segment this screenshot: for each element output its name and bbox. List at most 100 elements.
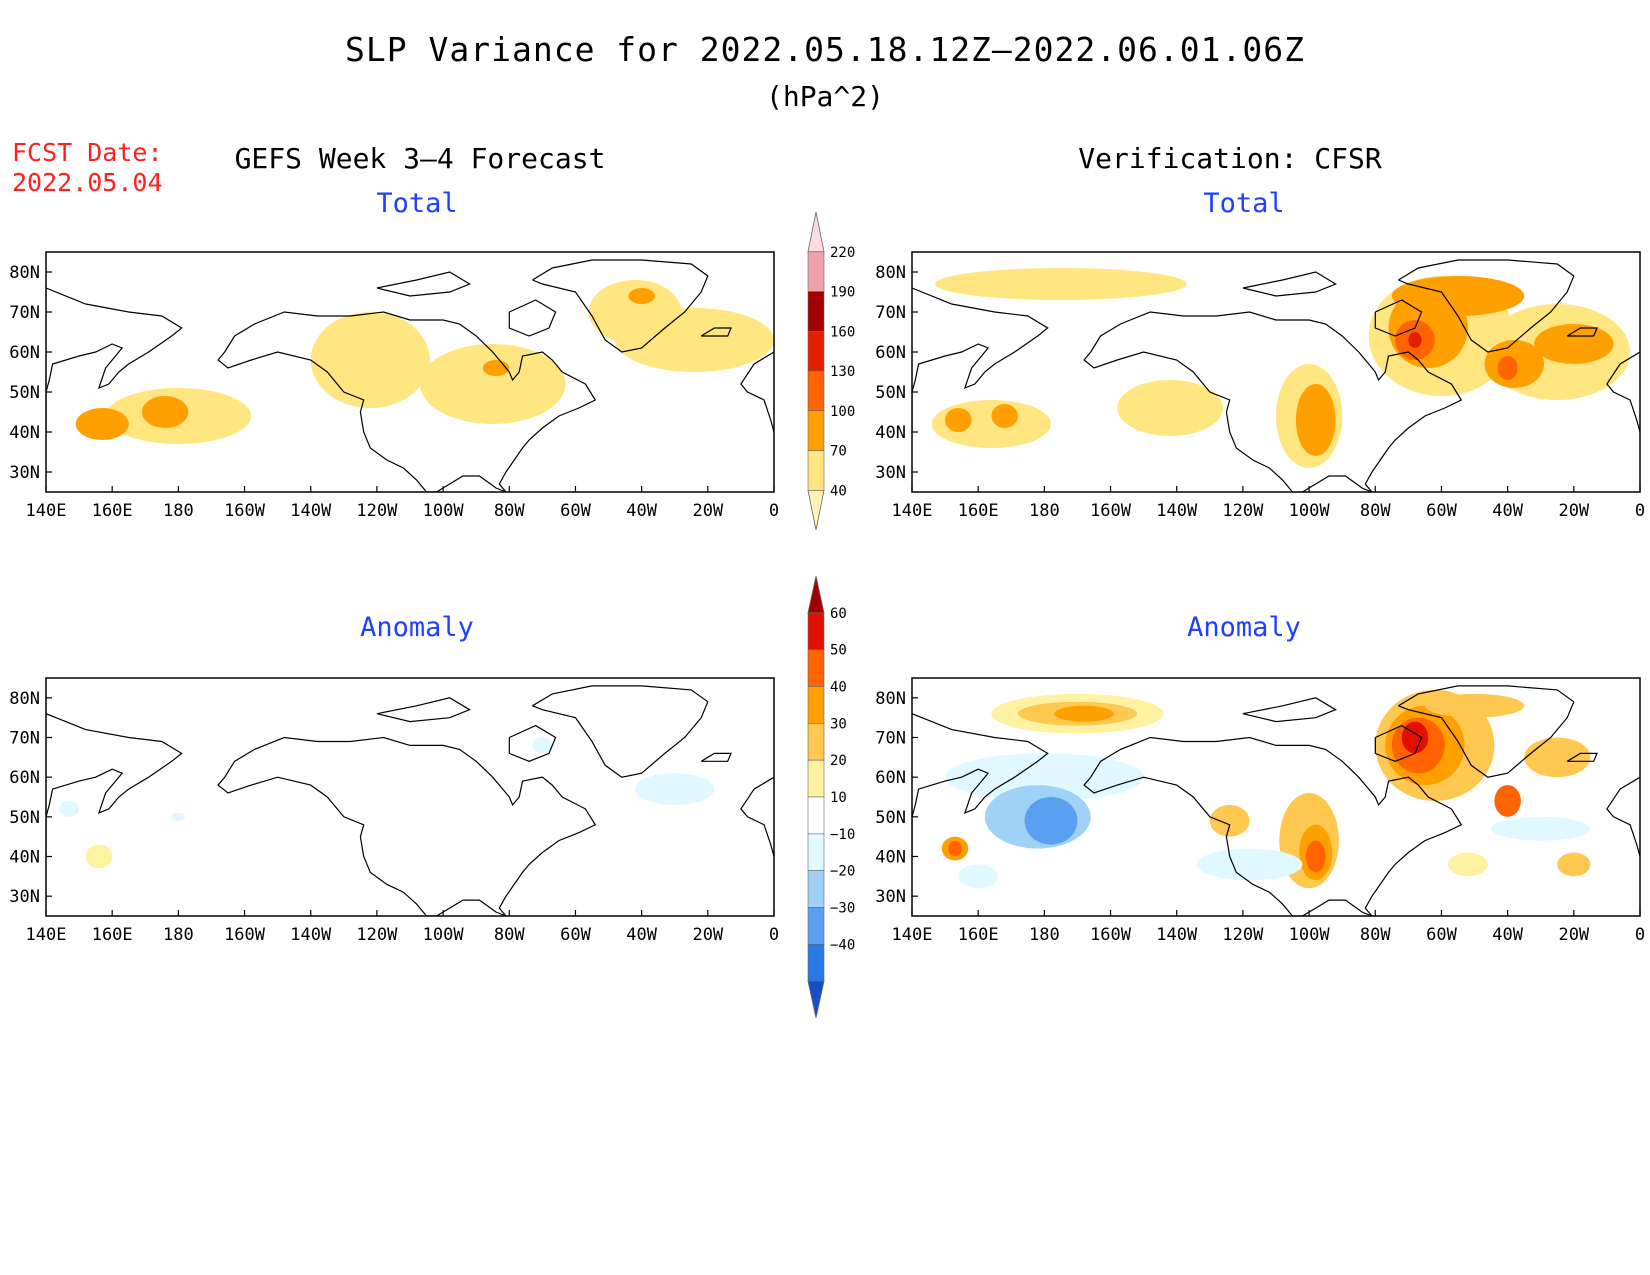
shaded-region [635,773,715,805]
shaded-region [141,396,189,428]
lon-tick-label: 80W [494,501,525,521]
coastline-europe [1606,776,1640,857]
coastline-north-america [1083,736,1463,916]
colorbar-label: −40 [830,937,855,953]
lon-tick-label: 20W [1558,925,1589,945]
coastline-europe [740,776,774,857]
coastline-iceland [1566,752,1598,762]
colorbar-label: 100 [830,404,855,420]
lon-tick-label: 160W [1090,925,1132,945]
lat-tick-label: 30N [875,463,906,483]
shaded-region [59,800,80,817]
coastline-baffin [1374,299,1423,337]
lat-tick-label: 50N [9,808,40,828]
lon-tick-label: 40W [1492,501,1523,521]
shading-layer [46,259,774,492]
lat-tick-label: 30N [9,887,40,907]
coastline-europe [740,351,774,433]
shaded-region [1557,852,1591,877]
panel-subtitle: Anomaly [360,612,474,643]
coastline-north-america [1083,311,1463,492]
left-column-heading: GEFS Week 3–4 Forecast [234,142,606,175]
lat-tick-label: 60N [875,343,906,363]
shaded-region [935,268,1187,300]
shaded-region [1448,852,1488,877]
lat-tick-label: 60N [9,768,40,788]
lon-tick-label: 120W [356,925,398,945]
shaded-region [945,408,972,432]
colorbar-swatch [807,370,825,412]
lat-tick-label: 80N [875,263,906,283]
lat-tick-label: 30N [9,463,40,483]
lat-tick-label: 40N [9,848,40,868]
coastline-europe [1606,351,1640,433]
panel-obs-total: Total 140E 160E 180 160W 140W 120W 100W 80W 60W 40… [875,188,1645,521]
lat-tick-label: 70N [875,729,906,749]
shaded-region [310,312,430,408]
shaded-region [85,844,113,869]
lon-tick-label: 180 [1029,501,1060,521]
shaded-region [628,288,655,304]
lon-tick-label: 0 [1635,501,1645,521]
lat-tick-label: 60N [875,768,906,788]
shaded-region [1534,324,1614,364]
colorbar-swatch [807,649,825,687]
coastline-baffin [508,724,557,762]
shaded-region [1024,797,1078,845]
colorbar-swatch [807,759,825,798]
coastline-north-america [217,311,597,492]
shaded-region [1401,721,1429,754]
coastline-baffin [1374,724,1423,762]
lon-tick-label: 120W [1222,925,1264,945]
colorbar-label: −30 [830,901,855,917]
coastline-arctic-islands [1242,271,1337,297]
lon-tick-label: 120W [1222,501,1264,521]
colorbar-cap [807,211,825,253]
map-frame [911,251,1641,493]
lon-tick-label: 140E [892,501,933,521]
colorbar-label: 40 [830,680,847,696]
coastline-arctic-islands [376,271,471,297]
colorbar-label: −20 [830,864,855,880]
lon-tick-label: 60W [560,925,591,945]
lon-tick-label: 100W [1289,501,1331,521]
colorbar-label: −10 [830,827,855,843]
colorbar-label: 160 [830,324,855,340]
coastline-greenland [532,259,709,353]
colorbar-cap [807,980,825,1019]
shaded-region [615,308,774,372]
lon-tick-label: 160E [92,501,133,521]
panel-obs-anomaly: Anomaly 140E 160E 180 160W 140W 120W 100W 80W 60W… [875,612,1645,945]
colorbar-swatch [807,907,825,945]
shaded-region [1209,804,1250,837]
fcst-date: 2022.05.04 [12,168,163,197]
lon-tick-label: 140E [26,925,67,945]
lon-tick-label: 40W [626,925,657,945]
lon-tick-label: 100W [423,925,465,945]
fcst-date-label: FCST Date: 2022.05.04 [12,138,163,198]
colorbar-swatch [807,944,825,982]
shaded-region [1524,737,1591,778]
shaded-region [1196,848,1303,881]
lat-tick-label: 40N [9,423,40,443]
shaded-region [1054,705,1114,722]
panel-fcst-anomaly: Anomaly 140E 160E 180 160W 140W 120W 100W 80W 60W… [9,612,779,945]
lat-tick-label: 40N [875,848,906,868]
colorbar-total: 40 70 100 130 160 190 220 [807,211,855,531]
coastline-north-america [217,736,597,916]
shaded-region [1305,840,1326,873]
lat-tick-label: 70N [9,729,40,749]
colorbar-label: 40 [830,483,847,499]
shaded-region [1391,276,1525,316]
lon-tick-label: 180 [163,925,194,945]
coastline-asia [46,287,183,432]
colorbar-swatch [807,796,825,835]
coastline-greenland [532,685,709,778]
coastline-asia [912,713,1049,857]
colorbar-cap [807,575,825,614]
lon-tick-label: 20W [1558,501,1589,521]
colorbar-cap [807,489,825,531]
shaded-region [1117,380,1224,436]
colorbar-swatch [807,330,825,372]
